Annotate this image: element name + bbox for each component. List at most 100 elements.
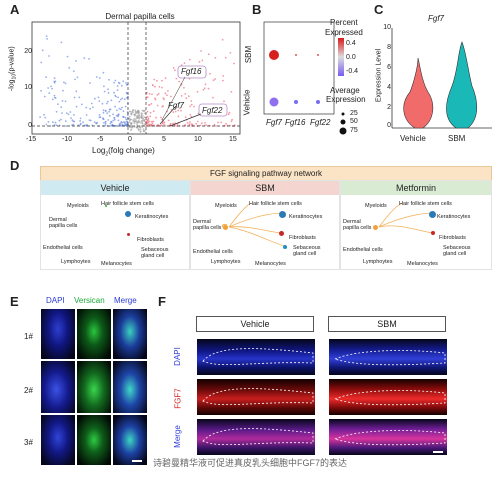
- volcano-point: [228, 111, 231, 114]
- volcano-point: [137, 128, 140, 131]
- volcano-point: [108, 114, 111, 117]
- volcano-point: [140, 119, 143, 122]
- node-melanocytes: Melanocytes: [407, 261, 438, 267]
- volcano-point: [184, 93, 187, 95]
- f-group-vehicle: Vehicle: [196, 316, 314, 332]
- node-keratinocytes: Keratinocytes: [135, 214, 169, 220]
- volcano-point: [57, 103, 59, 106]
- volcano-point: [189, 113, 192, 116]
- dotplot-group-sbm: SBM: [244, 45, 254, 64]
- volcano-point: [79, 122, 82, 125]
- violin-plot: [391, 28, 492, 129]
- volcano-point: [64, 82, 67, 85]
- volcano-point: [139, 130, 142, 133]
- volcano-point: [172, 122, 174, 125]
- volcano-point: [141, 126, 144, 128]
- volcano-point: [123, 98, 126, 100]
- volcano-point: [111, 123, 114, 126]
- volcano-point: [48, 92, 51, 94]
- e-scale-bar: [132, 460, 142, 462]
- panel-e-label: E: [10, 294, 19, 309]
- volcano-point: [72, 70, 75, 72]
- volcano-point: [175, 77, 178, 80]
- volcano-point: [150, 120, 153, 123]
- volcano-point: [137, 111, 140, 113]
- volcano-point: [135, 110, 138, 113]
- volcano-point: [189, 121, 191, 123]
- volcano-point: [151, 122, 154, 124]
- y-tick: 8: [387, 44, 391, 51]
- f-row-dapi: DAPI: [172, 347, 182, 366]
- volcano-point: [132, 119, 135, 121]
- panel-c-label: C: [374, 2, 384, 17]
- volcano-point: [163, 98, 166, 101]
- volcano-point: [148, 123, 151, 126]
- e-channel-versican: Versican: [74, 296, 105, 305]
- volcano-point: [47, 121, 50, 123]
- volcano-point: [102, 71, 105, 74]
- node-dot: [223, 225, 228, 230]
- violin-title: Fgf7: [428, 14, 445, 23]
- dashed-outline: [202, 388, 314, 406]
- volcano-point: [113, 118, 116, 121]
- volcano-point: [110, 121, 113, 124]
- volcano-point: [110, 99, 113, 102]
- volcano-point: [180, 109, 182, 112]
- volcano-point: [98, 114, 101, 116]
- volcano-point: [221, 38, 224, 41]
- volcano-point: [190, 103, 193, 106]
- size-tick: 75: [350, 127, 358, 134]
- volcano-point: [222, 79, 224, 82]
- panel-d-label: D: [10, 158, 20, 173]
- panel-a-label: A: [10, 2, 20, 17]
- volcano-point: [128, 117, 131, 120]
- x-tick: -15: [26, 136, 37, 143]
- network-sbm: SBM Myeloids Hair follicle stem cells Ke…: [190, 180, 340, 270]
- volcano-point: [149, 111, 152, 114]
- volcano-point: [69, 111, 72, 113]
- volcano-point: [231, 118, 234, 121]
- volcano-point: [156, 94, 159, 96]
- network-head-metformin: Metformin: [341, 181, 491, 195]
- volcano-point: [60, 106, 63, 108]
- volcano-point: [48, 55, 50, 57]
- volcano-point: [103, 122, 105, 124]
- volcano-point: [148, 104, 150, 106]
- volcano-point: [163, 121, 166, 124]
- volcano-point: [195, 122, 198, 125]
- volcano-point: [196, 90, 199, 93]
- volcano-point: [90, 102, 93, 105]
- volcano-point: [201, 122, 203, 125]
- volcano-point: [157, 124, 160, 126]
- node-hfsc: Hair follicle stem cells: [101, 201, 154, 207]
- volcano-point: [148, 120, 151, 123]
- volcano-point: [130, 113, 133, 115]
- volcano-point: [61, 112, 63, 114]
- volcano-point: [96, 121, 99, 124]
- f-row-fgf7: FGF7: [173, 388, 183, 409]
- volcano-point: [103, 85, 105, 88]
- volcano-point: [83, 57, 86, 59]
- x-tick: -10: [62, 136, 73, 143]
- volcano-point: [163, 123, 166, 126]
- volcano-point: [120, 120, 123, 123]
- dotplot-group-vehicle: Vehicle: [242, 89, 252, 116]
- network-title: FGF signaling pathway network: [209, 169, 323, 178]
- volcano-point: [130, 126, 132, 128]
- volcano-point: [132, 109, 135, 111]
- node-dot: [429, 211, 436, 218]
- volcano-point: [45, 123, 48, 126]
- volcano-point: [142, 115, 144, 117]
- violin-group-vehicle: Vehicle: [400, 134, 426, 143]
- volcano-point: [65, 112, 68, 114]
- volcano-point: [196, 120, 199, 123]
- e-row-3: 3#: [24, 438, 33, 447]
- volcano-point: [66, 55, 69, 58]
- volcano-point: [156, 104, 159, 107]
- volcano-ylabel: -log10(p-value): [8, 46, 18, 92]
- volcano-point: [160, 116, 162, 119]
- volcano-point: [106, 100, 109, 103]
- volcano-point: [108, 108, 111, 111]
- volcano-point: [122, 80, 125, 83]
- volcano-point: [138, 126, 141, 129]
